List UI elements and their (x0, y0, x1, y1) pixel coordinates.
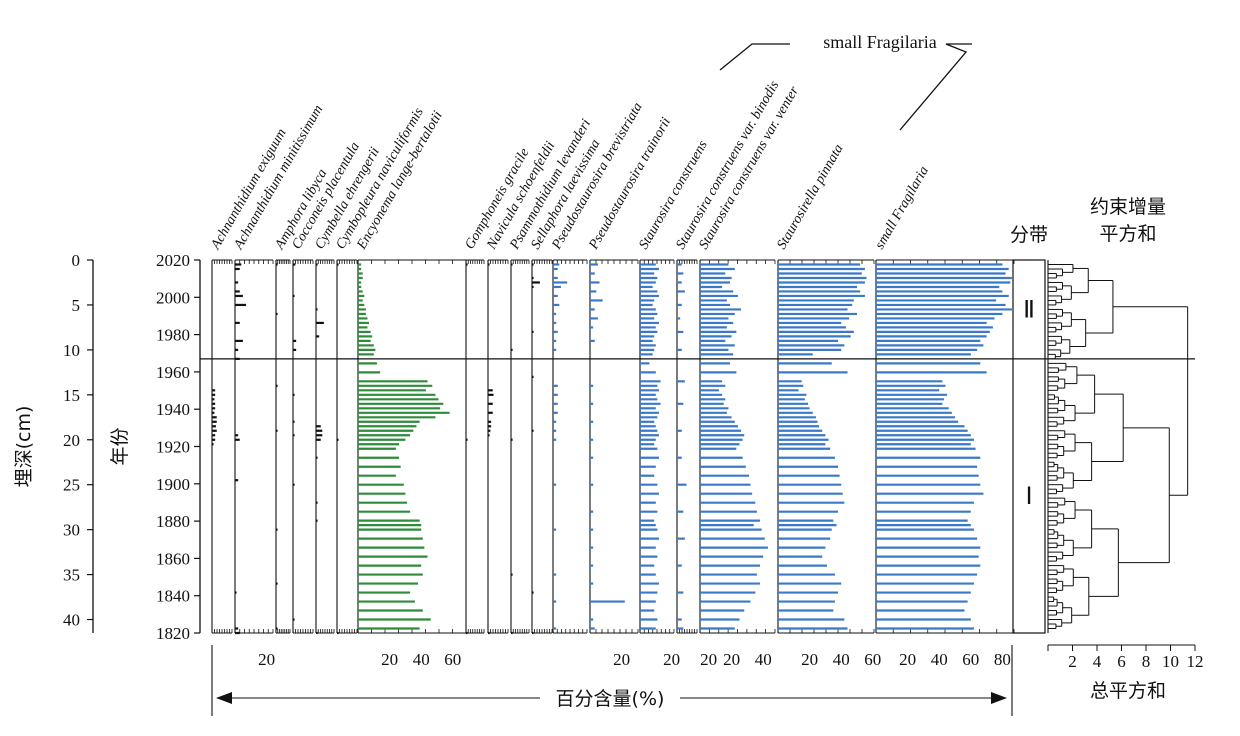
year-tick-label: 1860 (156, 549, 190, 568)
panel-tick-label: 80 (994, 650, 1011, 669)
depth-tick-label: 35 (63, 566, 80, 585)
panel-tick-label: 20 (723, 650, 740, 669)
panel-cymbella-ehrengerii (315, 259, 335, 635)
panel-tick-label: 20 (663, 650, 680, 669)
cluster-tick-label: 4 (1093, 652, 1102, 671)
panel-amphora-libyca (275, 259, 291, 634)
panel-cocconeis-placentula (292, 259, 314, 634)
panel-navicula-schoenfeldii (487, 259, 509, 635)
taxon-label: Cymbopleura naviculiformis (333, 105, 427, 252)
panel-tick-label: 40 (931, 650, 948, 669)
cluster-tick-label: 10 (1162, 652, 1179, 671)
panel-encyonema-lange-bertalotii: 20 40 60 (357, 259, 467, 669)
depth-tick-label: 15 (63, 386, 80, 405)
panel-tick-label: 20 (258, 650, 275, 669)
year-tick-label: 1920 (156, 438, 190, 457)
panel-achnanthidium-minitissimum: 20 (234, 259, 275, 669)
panel-tick-label: 60 (864, 650, 881, 669)
panel-pseudostaurosira-brevistriata (552, 259, 588, 634)
small-fragilaria-bracket-label: small Fragilaria (823, 32, 936, 52)
depth-tick-label: 0 (72, 251, 81, 270)
zone-label: Ⅱ (1023, 297, 1035, 323)
cluster-tick-label: 6 (1117, 652, 1126, 671)
year-tick-label: 1820 (156, 624, 190, 643)
panel-tick-label: 60 (444, 650, 461, 669)
frame-layer: 0510152025303540埋深(cm)202020001980196019… (13, 224, 1195, 716)
cluster-title-line2: 平方和 (1099, 223, 1156, 245)
depth-tick-label: 20 (63, 431, 80, 450)
taxon-label: small Fragilaria (872, 164, 931, 252)
cluster-tick-label: 2 (1068, 652, 1077, 671)
panel-tick-label: 20 (700, 650, 717, 669)
panel-sellaphora-laevissima (531, 259, 553, 635)
taxon-label: Staurosirella pinnata (774, 142, 846, 252)
depth-tick-label: 30 (63, 521, 80, 540)
panel-tick-label: 20 (899, 650, 916, 669)
zone-column (1012, 259, 1046, 634)
panel-small-fragilaria: 20 40 60 80 (875, 259, 1015, 669)
depth-tick-label: 10 (63, 341, 80, 360)
zone-label: Ⅰ (1025, 484, 1032, 510)
depth-tick-label: 5 (72, 296, 81, 315)
panel-cymbopleura-naviculiformis (336, 259, 358, 635)
depth-axis-label: 埋深(cm) (13, 406, 35, 488)
bracket-line-right (899, 43, 972, 131)
panel-tick-label: 40 (833, 650, 850, 669)
panel-achnanthidium-exiguum (211, 259, 233, 634)
panel-psammothidium-levanderi (510, 259, 530, 635)
panel-staurosira-construens-var-venter: 20 40 (699, 259, 776, 669)
panel-staurosira-construens-var-binodis: 20 (676, 259, 717, 669)
cluster-tick-label: 12 (1187, 652, 1204, 671)
percent-axis-label: 百分含量(%) (556, 688, 665, 710)
cluster-title-line1: 约束增量 (1090, 196, 1166, 218)
year-axis-label: 年份 (109, 427, 131, 465)
panel-staurosirella-pinnata: 20 40 60 (777, 259, 881, 669)
bracket-line-left (719, 43, 790, 71)
year-tick-label: 2000 (156, 288, 190, 307)
cluster-xlabel: 总平方和 (1090, 680, 1166, 702)
year-tick-label: 1840 (156, 587, 190, 606)
year-tick-label: 1980 (156, 326, 190, 345)
year-tick-label: 1900 (156, 475, 190, 494)
year-tick-label: 1880 (156, 512, 190, 531)
panel-tick-label: 60 (962, 650, 979, 669)
year-tick-label: 1940 (156, 400, 190, 419)
panel-pseudostaurosira-trainorii: 20 (589, 259, 639, 669)
panel-tick-label: 20 (613, 650, 630, 669)
panel-tick-label: 40 (413, 650, 430, 669)
panels-layer: 20 20 40 60 20 20 20 20 40 20 40 60 20 40 60 80 (211, 259, 1015, 669)
depth-tick-label: 25 (63, 476, 80, 495)
percent-arrowhead-right (991, 692, 1007, 704)
panel-tick-label: 40 (755, 650, 772, 669)
panel-staurosira-construens: 20 (639, 259, 680, 669)
panel-gomphoneis-gracile (465, 259, 485, 635)
depth-tick-label: 40 (63, 611, 80, 630)
percent-arrowhead-left (216, 692, 232, 704)
year-tick-label: 1960 (156, 363, 190, 382)
panel-tick-label: 20 (801, 650, 818, 669)
year-tick-label: 2020 (156, 251, 190, 270)
cluster-tick-label: 8 (1142, 652, 1151, 671)
panel-tick-label: 20 (381, 650, 398, 669)
zone-column-title: 分带 (1010, 224, 1048, 246)
